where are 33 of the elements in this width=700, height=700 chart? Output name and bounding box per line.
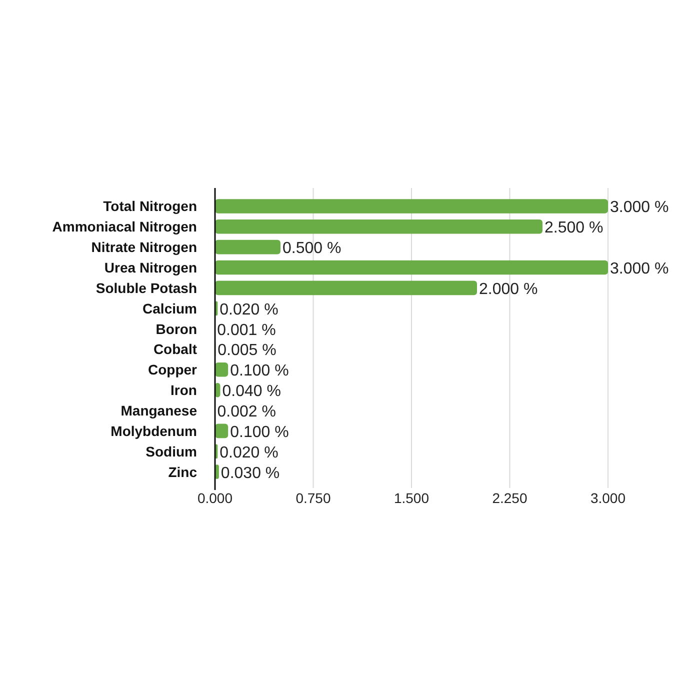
data-label: 0.100 % <box>230 362 289 380</box>
y-tick-label: Total Nitrogen <box>103 198 197 214</box>
y-tick-label: Calcium <box>142 300 197 316</box>
y-tick-label: Zinc <box>168 464 198 480</box>
y-tick-label: Ammoniacal Nitrogen <box>52 218 197 235</box>
data-label: 0.030 % <box>220 464 280 482</box>
data-label: 0.001 % <box>217 321 276 338</box>
x-tick-label: 2.250 <box>492 490 528 506</box>
data-label: 3.000 % <box>610 198 669 216</box>
y-tick-label: Boron <box>156 320 197 337</box>
y-tick-label: Copper <box>148 362 198 378</box>
y-tick-label: Molybdenum <box>110 422 197 439</box>
y-tick-label: Iron <box>170 382 197 398</box>
x-tick-label: 1.500 <box>394 490 430 506</box>
data-label: 0.020 % <box>220 444 278 461</box>
data-label: 0.005 % <box>218 342 276 359</box>
data-label: 0.500 % <box>282 240 342 257</box>
data-label: 2.500 % <box>544 219 604 236</box>
y-tick-label: Manganese <box>120 402 198 418</box>
y-tick-label: Sodium <box>146 443 197 460</box>
x-tick-label: 3.000 <box>590 490 626 506</box>
y-tick-label: Nitrate Nitrogen <box>91 239 197 256</box>
y-tick-label: Soluble Potash <box>96 280 197 296</box>
y-tick-label: Cobalt <box>153 341 198 358</box>
data-label: 0.100 % <box>230 423 289 440</box>
data-label: 2.000 % <box>479 280 538 298</box>
x-tick-label: 0.000 <box>197 490 233 506</box>
data-label: 0.020 % <box>220 300 278 318</box>
x-tick-label: 0.750 <box>296 490 331 506</box>
data-label: 3.000 % <box>610 260 669 277</box>
data-label: 0.002 % <box>217 403 276 420</box>
data-label: 0.040 % <box>222 382 281 400</box>
y-tick-label: Urea Nitrogen <box>104 260 197 276</box>
